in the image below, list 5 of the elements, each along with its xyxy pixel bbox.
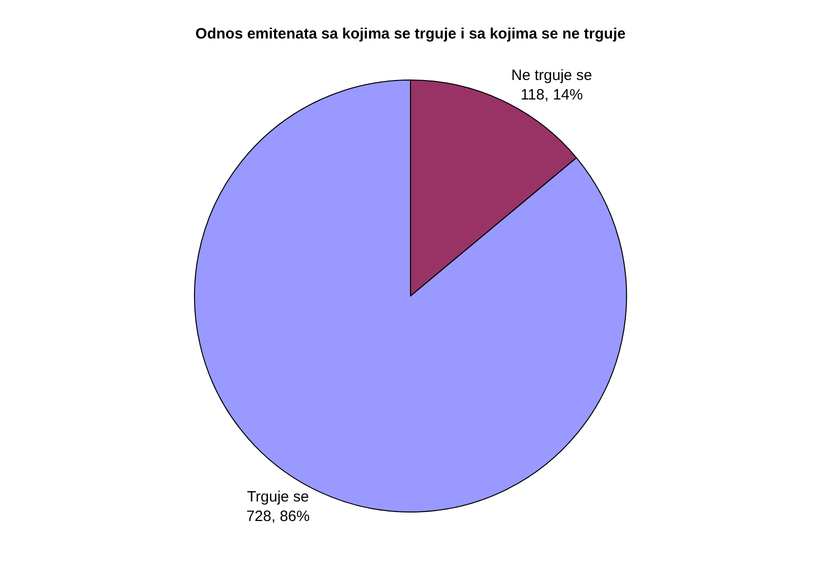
slice-label: Trguje se [247,488,310,506]
slice-label: Ne trguje se [511,67,592,84]
data-label: 728, 86% [246,508,310,525]
data-label: 118, 14% [520,86,583,104]
chart-title: Odnos emitenata sa kojima se trguje i sa kojima se ne trguje [195,26,626,43]
